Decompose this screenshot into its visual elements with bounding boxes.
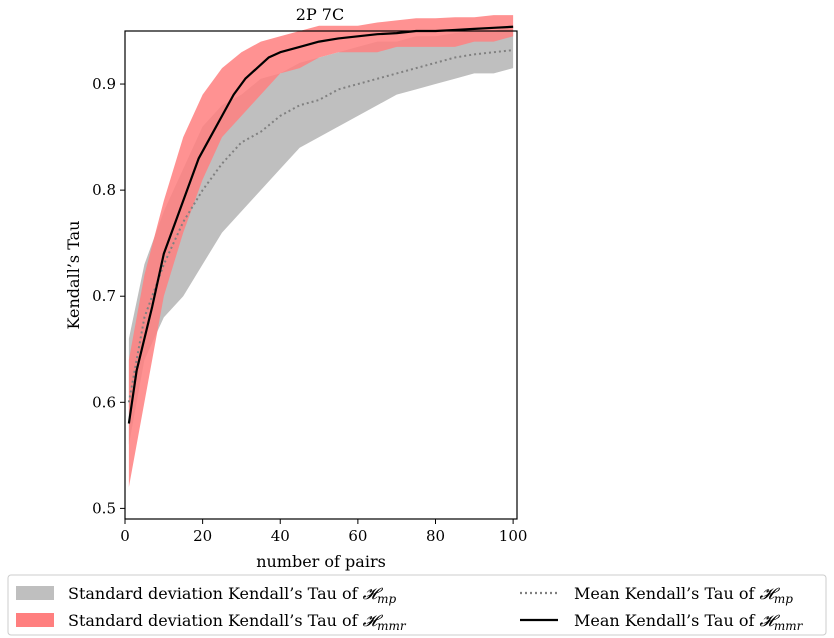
legend-swatch-sd_mp xyxy=(16,586,54,600)
y-tick-label: 0.8 xyxy=(92,181,116,199)
legend-label-sd_mp: Standard deviation Kendall’s Tau of 𝓗mp xyxy=(68,584,396,606)
x-tick-label: 100 xyxy=(499,527,528,545)
legend-label-mean_mp: Mean Kendall’s Tau of 𝓗mp xyxy=(574,584,793,606)
legend-swatch-sd_mmr xyxy=(16,613,54,627)
y-tick-label: 0.9 xyxy=(92,75,116,93)
x-tick-label: 40 xyxy=(271,527,290,545)
legend-frame xyxy=(7,574,827,636)
y-axis: 0.5 0.6 0.7 0.8 0.9 xyxy=(92,75,125,517)
legend-label-sd_mmr: Standard deviation Kendall’s Tau of 𝓗mmr xyxy=(68,611,407,633)
y-tick-label: 0.5 xyxy=(92,499,116,517)
legend: Standard deviation Kendall’s Tau of 𝓗mp M… xyxy=(7,574,827,636)
series-band-1 xyxy=(128,15,514,488)
x-tick-label: 80 xyxy=(426,527,445,545)
plot-area xyxy=(127,15,514,488)
y-tick-label: 0.6 xyxy=(92,393,116,411)
y-axis-title: Kendall’s Tau xyxy=(64,221,83,330)
series-line-2 xyxy=(127,49,514,403)
x-tick-label: 20 xyxy=(193,527,212,545)
chart-title: 2P 7C xyxy=(296,5,344,24)
x-tick-label: 0 xyxy=(120,527,130,545)
x-tick-label: 60 xyxy=(348,527,367,545)
y-tick-label: 0.7 xyxy=(92,287,116,305)
x-axis-title: number of pairs xyxy=(256,552,386,571)
x-axis: 0 20 40 60 80 100 xyxy=(120,519,527,545)
legend-label-mean_mmr: Mean Kendall’s Tau of 𝓗mmr xyxy=(574,611,804,633)
series-band-0 xyxy=(128,25,514,445)
plot-frame xyxy=(124,30,518,520)
